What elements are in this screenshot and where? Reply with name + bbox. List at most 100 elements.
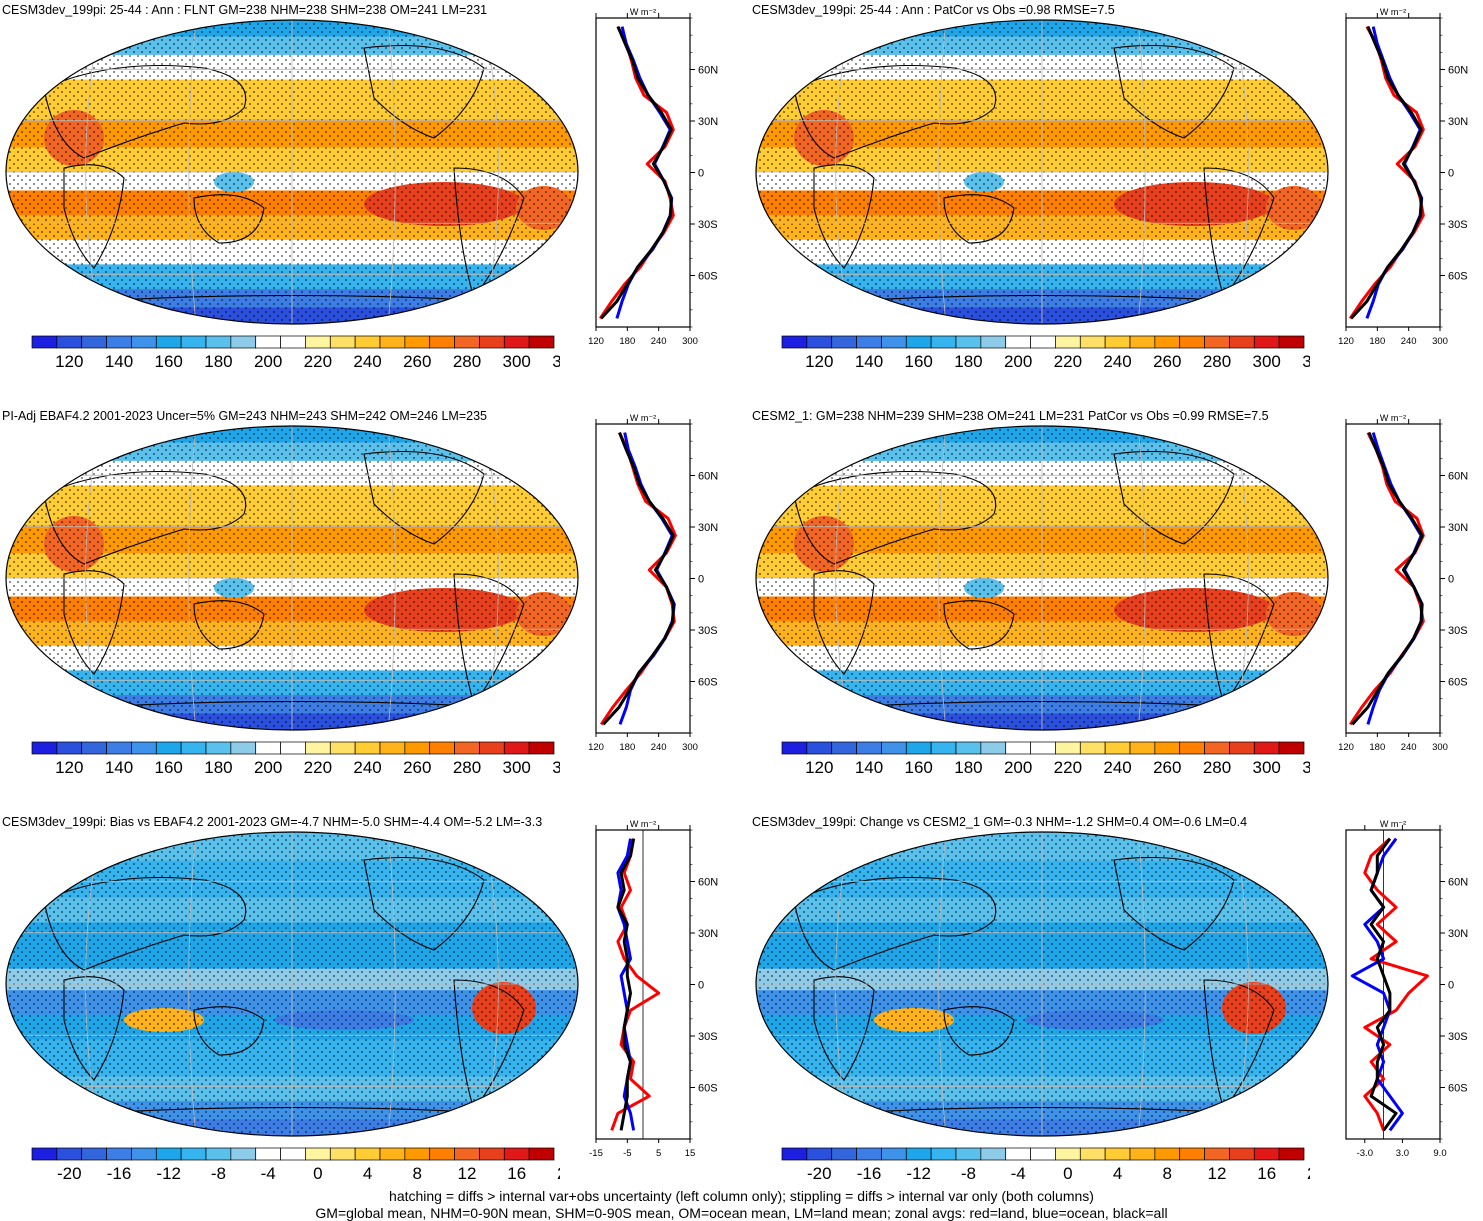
- colorbar-label: 300: [1253, 352, 1281, 371]
- colorbar-label: 280: [453, 758, 481, 777]
- colorbar-swatch: [1079, 335, 1106, 349]
- colorbar-swatch: [1104, 335, 1131, 349]
- colorbar-label: 120: [805, 352, 833, 371]
- colorbar-swatch: [503, 335, 530, 349]
- colorbar-swatch: [1154, 741, 1181, 755]
- colorbar-swatch: [905, 335, 932, 349]
- colorbar-swatch: [1278, 741, 1305, 755]
- colorbar-swatch: [1079, 741, 1106, 755]
- zonal-x-tick-label: 300: [682, 742, 698, 753]
- panel-title: CESM3dev_199pi: Bias vs EBAF4.2 2001-202…: [2, 815, 543, 829]
- colorbar-swatch: [379, 335, 406, 349]
- colorbar-label: -12: [156, 1164, 181, 1183]
- zonal-x-tick-label: 240: [651, 336, 667, 347]
- world-map: [5, 425, 579, 731]
- lat-tick-label: 0: [1448, 574, 1454, 586]
- colorbar-swatch: [806, 335, 833, 349]
- lat-tick-label: 30S: [698, 1031, 718, 1043]
- colorbar: 120 140 160 180 200 220 240 260 280 300 320: [781, 335, 1310, 371]
- zonal-x-tick-label: 180: [619, 336, 635, 347]
- colorbar-label: 4: [363, 1164, 372, 1183]
- lat-tick-label: 30S: [698, 219, 718, 231]
- colorbar-label: -12: [906, 1164, 931, 1183]
- colorbar-swatch: [31, 741, 58, 755]
- colorbar-swatch: [479, 1147, 505, 1161]
- colorbar-swatch: [1253, 335, 1280, 349]
- colorbar-swatch: [404, 335, 431, 349]
- colorbar-swatch: [881, 741, 907, 755]
- panel-4: CESM2_1: GM=238 NHM=239 SHM=238 OM=241 L…: [750, 406, 1483, 811]
- colorbar-label: 180: [204, 352, 232, 371]
- colorbar-label: 140: [105, 758, 133, 777]
- colorbar-label: 0: [313, 1164, 322, 1183]
- zonal-x-tick-label: 300: [1432, 336, 1448, 347]
- panel-title: CESM3dev_199pi: 25-44 : Ann : PatCor vs …: [752, 3, 1115, 17]
- colorbar-swatch: [831, 335, 857, 349]
- colorbar-label: 0: [1063, 1164, 1072, 1183]
- colorbar-swatch: [980, 335, 1007, 349]
- colorbar-swatch: [404, 1147, 431, 1161]
- colorbar-swatch: [1104, 1147, 1131, 1161]
- colorbar-label: -8: [961, 1164, 976, 1183]
- colorbar-swatch: [1154, 335, 1181, 349]
- colorbar-label: -20: [57, 1164, 82, 1183]
- colorbar-label: 20: [557, 1164, 560, 1183]
- zonal-mean-plot: W m⁻² 60N 30N 0 30S 60S 120 180 240 300: [588, 7, 718, 347]
- colorbar-label: 180: [204, 758, 232, 777]
- colorbar-label: 300: [1253, 758, 1281, 777]
- zonal-x-tick-label: -3.0: [1357, 1148, 1373, 1159]
- lat-tick-label: 60N: [698, 471, 718, 483]
- colorbar-label: -8: [211, 1164, 226, 1183]
- colorbar-swatch: [831, 1147, 857, 1161]
- colorbar-swatch: [131, 1147, 157, 1161]
- zonal-line-all: [1351, 432, 1424, 726]
- zonal-line-land: [610, 838, 661, 1131]
- colorbar-label: -4: [261, 1164, 276, 1183]
- colorbar-swatch: [354, 335, 381, 349]
- colorbar-swatch: [905, 1147, 932, 1161]
- colorbar-swatch: [1129, 1147, 1156, 1161]
- colorbar-swatch: [81, 741, 107, 755]
- colorbar-label: 4: [1113, 1164, 1122, 1183]
- colorbar-swatch: [806, 1147, 833, 1161]
- colorbar-swatch: [1154, 1147, 1181, 1161]
- colorbar-swatch: [881, 1147, 907, 1161]
- colorbar-swatch: [1179, 1147, 1205, 1161]
- colorbar-swatch: [230, 741, 257, 755]
- world-map: [755, 425, 1329, 731]
- colorbar-swatch: [1055, 1147, 1081, 1161]
- colorbar-label: 120: [805, 758, 833, 777]
- colorbar-swatch: [1229, 335, 1255, 349]
- colorbar-swatch: [329, 741, 356, 755]
- zonal-x-tick-label: 240: [1401, 742, 1417, 753]
- colorbar-swatch: [379, 1147, 406, 1161]
- lat-tick-label: 30N: [1448, 116, 1468, 128]
- lat-tick-label: 0: [698, 168, 704, 180]
- colorbar-label: 260: [1153, 352, 1181, 371]
- zonal-x-tick-label: 300: [1432, 742, 1448, 753]
- colorbar: -20 -16 -12 -8 -4 0 4 8 12 16 20: [781, 1147, 1310, 1183]
- zonal-x-tick-label: 15: [685, 1148, 696, 1159]
- colorbar-swatch: [230, 335, 257, 349]
- colorbar-swatch: [1055, 741, 1081, 755]
- colorbar-swatch: [230, 1147, 257, 1161]
- colorbar-swatch: [479, 335, 505, 349]
- colorbar-label: 8: [1163, 1164, 1172, 1183]
- zonal-mean-plot: W m⁻² 60N 30N 0 30S 60S 120 180 240 300: [1338, 413, 1468, 753]
- colorbar-swatch: [1030, 741, 1056, 755]
- colorbar-swatch: [429, 335, 455, 349]
- colorbar-swatch: [528, 335, 555, 349]
- colorbar-swatch: [255, 1147, 281, 1161]
- colorbar-swatch: [781, 741, 808, 755]
- colorbar-label: 140: [855, 758, 883, 777]
- zonal-unit-label: W m⁻²: [630, 7, 656, 17]
- zonal-mean-plot: W m⁻² 60N 30N 0 30S 60S -15 -5 5 15: [589, 819, 718, 1159]
- colorbar-swatch: [180, 1147, 207, 1161]
- colorbar-label: 320: [1302, 352, 1310, 371]
- colorbar-swatch: [930, 741, 957, 755]
- zonal-x-tick-label: -5: [623, 1148, 631, 1159]
- colorbar-swatch: [131, 335, 157, 349]
- lat-tick-label: 60S: [1448, 271, 1468, 283]
- world-map: [5, 19, 579, 325]
- colorbar-swatch: [205, 1147, 232, 1161]
